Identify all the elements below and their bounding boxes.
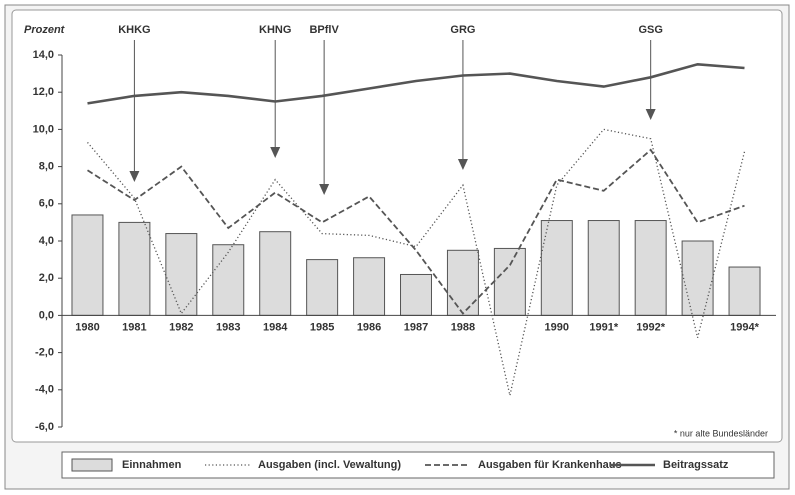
bar (681, 240, 714, 316)
x-tick-label: 1987 (404, 321, 428, 333)
legend-label: Ausgaben für Krankenhaus (478, 459, 622, 471)
plot-frame (11, 9, 783, 443)
annotation-label: BPflV (309, 24, 339, 36)
annotation-arrowhead (129, 171, 140, 182)
annotation-label: GRG (450, 24, 475, 36)
x-tick-label: 1982 (169, 321, 193, 333)
x-tick-label: 1984 (263, 321, 288, 333)
x-tick-label: 1988 (451, 321, 475, 333)
annotation-label: GSG (638, 24, 662, 36)
x-tick-label: 1992* (636, 321, 665, 333)
x-tick-label: 1983 (216, 321, 240, 333)
legend-label: Ausgaben (incl. Vewaltung) (258, 459, 401, 471)
x-tick-label: 1990 (545, 321, 569, 333)
x-tick-label: 1991* (589, 321, 618, 333)
annotation-arrowhead (319, 184, 330, 195)
y-tick-label: 14,0 (33, 49, 54, 61)
x-tick-label: 1994* (730, 321, 759, 333)
y-tick-label: 12,0 (33, 86, 54, 98)
bar (259, 231, 292, 316)
y-tick-label: 10,0 (33, 123, 54, 135)
bar (71, 214, 104, 316)
y-tick-label: 6,0 (39, 198, 54, 210)
y-tick-label: -2,0 (35, 347, 54, 359)
x-tick-label: 1986 (357, 321, 381, 333)
x-tick-label: 1981 (122, 321, 146, 333)
annotation-label: KHNG (259, 24, 291, 36)
y-tick-label: 8,0 (39, 161, 54, 173)
bar (118, 221, 151, 316)
legend-box (61, 451, 775, 479)
y-tick-label: 2,0 (39, 272, 54, 284)
y-tick-label: 4,0 (39, 235, 54, 247)
line (87, 62, 745, 105)
legend-label: Einnahmen (122, 459, 182, 471)
bar (634, 220, 667, 316)
line (87, 148, 745, 315)
bar (400, 273, 432, 316)
annotation-arrowhead (645, 109, 656, 120)
bar (212, 244, 245, 316)
annotation-arrowhead (270, 147, 281, 158)
y-tick-label: 0,0 (39, 309, 54, 321)
y-tick-label: -6,0 (35, 421, 54, 433)
x-tick-label: 1985 (310, 321, 334, 333)
footnote: * nur alte Bundesländer (674, 428, 768, 438)
annotation-label: KHKG (118, 24, 150, 36)
bar (728, 266, 761, 316)
bar (353, 257, 386, 316)
bar (493, 247, 526, 316)
bar (165, 233, 198, 316)
bar (540, 220, 573, 316)
legend-label: Beitragssatz (663, 459, 729, 471)
bar (587, 220, 620, 316)
y-axis-title: Prozent (24, 24, 66, 36)
bar (446, 249, 479, 316)
x-tick-label: 1980 (75, 321, 99, 333)
bar (306, 259, 339, 316)
y-tick-label: -4,0 (35, 384, 54, 396)
legend-swatch (71, 458, 113, 472)
annotation-arrowhead (457, 159, 468, 170)
